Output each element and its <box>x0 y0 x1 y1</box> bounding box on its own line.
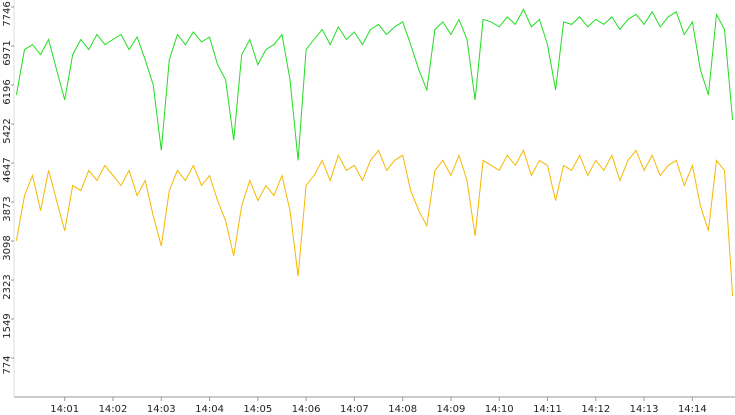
y-tick-label: 4647 <box>2 157 13 182</box>
x-tick-label: 14:07 <box>340 404 369 415</box>
y-tick-label: 774 <box>2 355 13 374</box>
y-tick-label: 7746 <box>2 1 13 26</box>
series-line <box>15 8 734 161</box>
y-tick-label: 5422 <box>2 118 13 143</box>
x-tick-label: 14:14 <box>678 404 707 415</box>
y-tick-label: 6196 <box>2 79 13 104</box>
x-tick-label: 14:04 <box>195 404 224 415</box>
x-tick-label: 14:13 <box>630 404 659 415</box>
x-tick-label: 14:09 <box>437 404 466 415</box>
x-tick-label: 14:08 <box>388 404 417 415</box>
y-tick-label: 3098 <box>2 235 13 260</box>
y-tick-label: 2323 <box>2 274 13 299</box>
x-tick-label: 14:01 <box>50 404 79 415</box>
x-tick-label: 14:12 <box>581 404 610 415</box>
x-tick-label: 14:06 <box>292 404 321 415</box>
x-tick-label: 14:05 <box>243 404 272 415</box>
y-tick-label: 6971 <box>2 40 13 65</box>
y-tick-label: 3873 <box>2 196 13 221</box>
series-line <box>15 149 734 297</box>
y-tick-label: 1549 <box>2 313 13 338</box>
x-tick-label: 14:02 <box>99 404 128 415</box>
x-tick-label: 14:10 <box>485 404 514 415</box>
x-tick-label: 14:03 <box>147 404 176 415</box>
x-tick-label: 14:11 <box>533 404 562 415</box>
